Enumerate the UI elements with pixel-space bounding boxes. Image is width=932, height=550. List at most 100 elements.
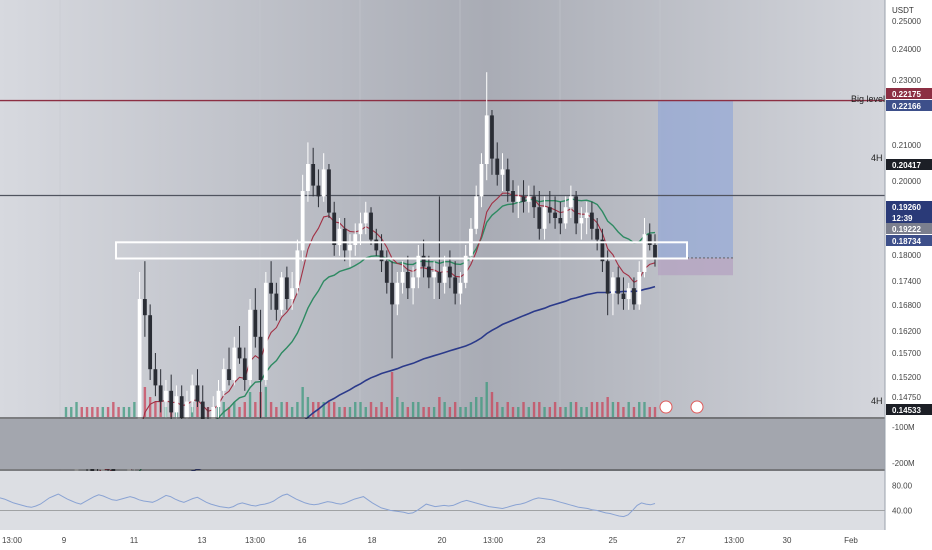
volume-bar — [154, 402, 157, 417]
volume-bar — [375, 407, 378, 417]
candle-body — [432, 272, 437, 278]
candle-body — [232, 347, 237, 380]
candle-body — [416, 255, 421, 278]
volume-bar — [580, 407, 583, 417]
candle-body — [621, 293, 626, 299]
volume-bar — [496, 402, 499, 417]
volume-bar — [196, 402, 199, 417]
candle-body — [295, 250, 300, 289]
candle-body — [169, 390, 174, 413]
volume-bar — [333, 402, 336, 417]
rsi-line — [0, 493, 656, 518]
price-badge-bg — [886, 404, 932, 415]
candle-body — [421, 255, 426, 267]
volume-bar — [322, 402, 325, 417]
volume-bar — [490, 392, 494, 417]
volume-bar — [548, 407, 552, 417]
candle-body — [574, 196, 579, 224]
price-axis-ticks[interactable]: 0.25000 0.24000 0.23000 0.21000 0.20000 0.180… — [892, 17, 921, 402]
candle-body — [384, 261, 389, 283]
price-tick: 0.25000 — [892, 17, 921, 26]
volume-bar — [406, 407, 410, 417]
volume-bar — [643, 402, 646, 417]
volume-bar — [616, 402, 620, 417]
price-badge-text: 0.22175 — [892, 90, 921, 99]
candle-body — [337, 228, 342, 245]
candle-body — [290, 288, 295, 299]
candle-body — [306, 164, 310, 191]
time-tick: 20 — [438, 536, 447, 545]
volume-bar — [296, 402, 299, 417]
level-label-4h-low: 4H — [871, 396, 883, 406]
price-badge-bg — [886, 212, 932, 223]
time-tick: 16 — [298, 536, 307, 545]
volume-bar — [569, 402, 573, 417]
price-tick: 0.21000 — [892, 141, 921, 150]
volume-bar — [248, 392, 252, 417]
rsi-axis-ticks: 80.00 40.00 — [892, 481, 913, 515]
volume-bar — [527, 407, 530, 417]
volume-bar — [343, 407, 346, 417]
candle-body — [542, 207, 547, 229]
volume-bar — [422, 407, 425, 417]
candle-body — [342, 228, 347, 251]
rsi-tick: 40.00 — [892, 506, 913, 515]
long-position-stop-zone[interactable] — [658, 257, 733, 276]
time-tick: 13:00 — [724, 536, 745, 545]
time-tick: 18 — [368, 536, 377, 545]
candle-body — [511, 191, 515, 202]
candle-body — [642, 234, 647, 272]
volume-bar — [506, 402, 509, 417]
time-tick: 13:00 — [2, 536, 23, 545]
candle-body — [253, 309, 258, 337]
volume-bar — [464, 407, 467, 417]
volume-bar — [606, 397, 609, 417]
long-position-target-zone[interactable] — [658, 101, 733, 258]
candle-body — [242, 358, 247, 380]
volume-bar — [601, 402, 604, 417]
candle-body — [258, 336, 263, 380]
candle-body — [405, 272, 410, 289]
candle-body — [263, 282, 268, 380]
candle-body — [185, 401, 189, 418]
volume-bar — [532, 402, 536, 417]
volume-bar — [648, 407, 651, 417]
volume-bar — [653, 407, 657, 417]
volume-bar — [590, 402, 594, 417]
candle-body — [479, 164, 484, 197]
candle-body — [600, 239, 605, 262]
price-badge-text: 12:39 — [892, 214, 913, 223]
volume-tick: -200M — [892, 459, 915, 468]
candle-body — [458, 282, 463, 294]
volume-bar — [574, 402, 578, 417]
volume-bar — [564, 407, 567, 417]
volume-bar — [301, 387, 304, 417]
candle-body — [579, 218, 584, 224]
candle-body — [490, 115, 494, 159]
volume-bar — [638, 402, 641, 417]
event-markers[interactable] — [659, 400, 704, 414]
candle-body — [484, 115, 489, 164]
level-labels: Big level 4H 4H — [851, 94, 885, 406]
time-tick: 30 — [783, 536, 792, 545]
time-axis-ticks[interactable]: 13:00 9 11 13 13:00 16 18 20 13:00 23 25 27 13:00 30 F… — [2, 536, 858, 545]
volume-bar — [85, 407, 89, 417]
volume-bar — [101, 407, 105, 417]
volume-bar — [427, 407, 431, 417]
volume-bar — [559, 407, 562, 417]
volume-bar — [243, 402, 247, 417]
volume-bar — [285, 402, 289, 417]
candle-body — [448, 266, 452, 278]
candle-body — [589, 212, 594, 229]
candle-body — [426, 266, 431, 278]
price-tick: 0.23000 — [892, 76, 921, 85]
candle-body — [279, 277, 284, 310]
volume-bar — [117, 407, 120, 417]
candle-body — [526, 196, 531, 202]
candle-body — [558, 218, 563, 224]
support-zone-box[interactable] — [115, 241, 688, 260]
candle-body — [311, 164, 316, 186]
candle-body — [532, 196, 536, 208]
time-tick: Feb — [844, 536, 858, 545]
